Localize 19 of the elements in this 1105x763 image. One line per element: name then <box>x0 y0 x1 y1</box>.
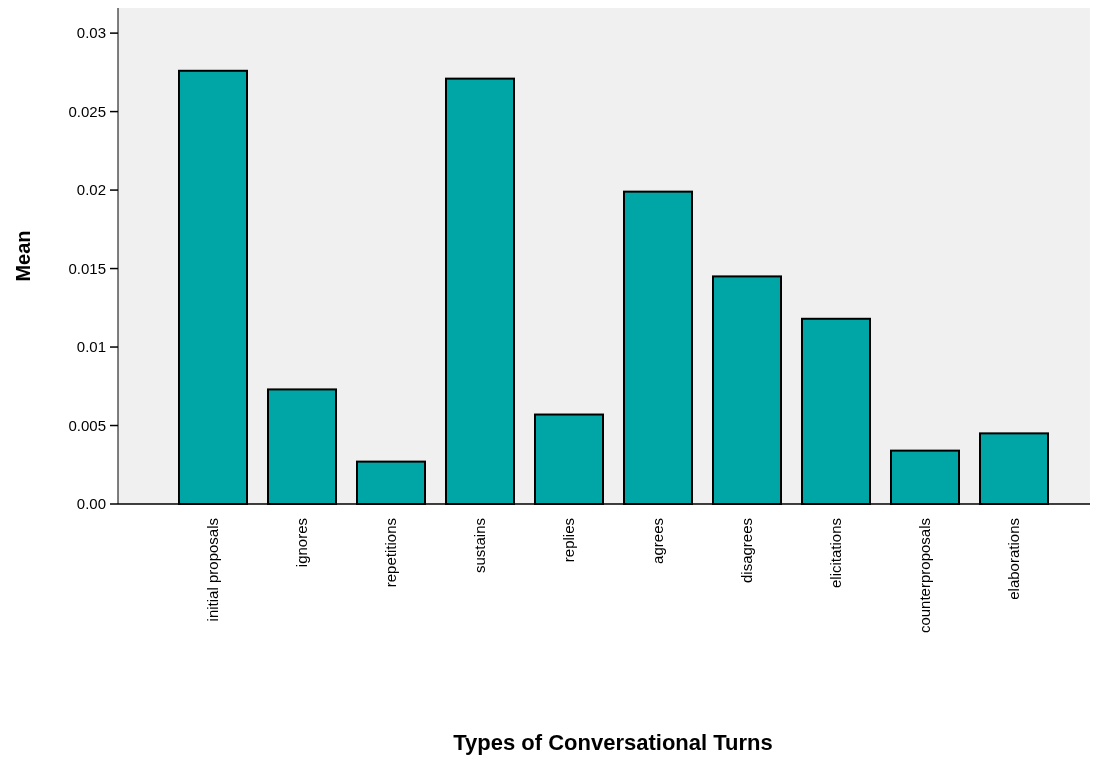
x-tick-label: replies <box>560 518 577 563</box>
y-tick-label: 0.01 <box>76 338 106 356</box>
x-tick-label: agrees <box>649 518 666 564</box>
y-tick-label: 0.015 <box>68 259 106 277</box>
y-tick-label: 0.00 <box>76 495 106 513</box>
x-tick-label: elicitations <box>827 518 844 589</box>
x-tick-label: initial proposals <box>204 518 221 622</box>
x-tick-label: sustains <box>471 518 488 574</box>
x-tick-label: ignores <box>293 518 310 568</box>
y-tick-label: 0.03 <box>76 24 106 42</box>
y-tick-label: 0.02 <box>76 181 106 199</box>
x-axis-title: Types of Conversational Turns <box>453 730 773 755</box>
x-tick-label: elaborations <box>1005 518 1022 600</box>
y-axis-title: Mean <box>12 230 34 282</box>
y-tick-label: 0.005 <box>68 416 106 434</box>
y-tick-label: 0.025 <box>68 102 106 120</box>
x-tick-label: repetitions <box>382 518 399 588</box>
x-tick-label: disagrees <box>738 518 755 584</box>
x-tick-label: counterproposals <box>916 518 933 634</box>
